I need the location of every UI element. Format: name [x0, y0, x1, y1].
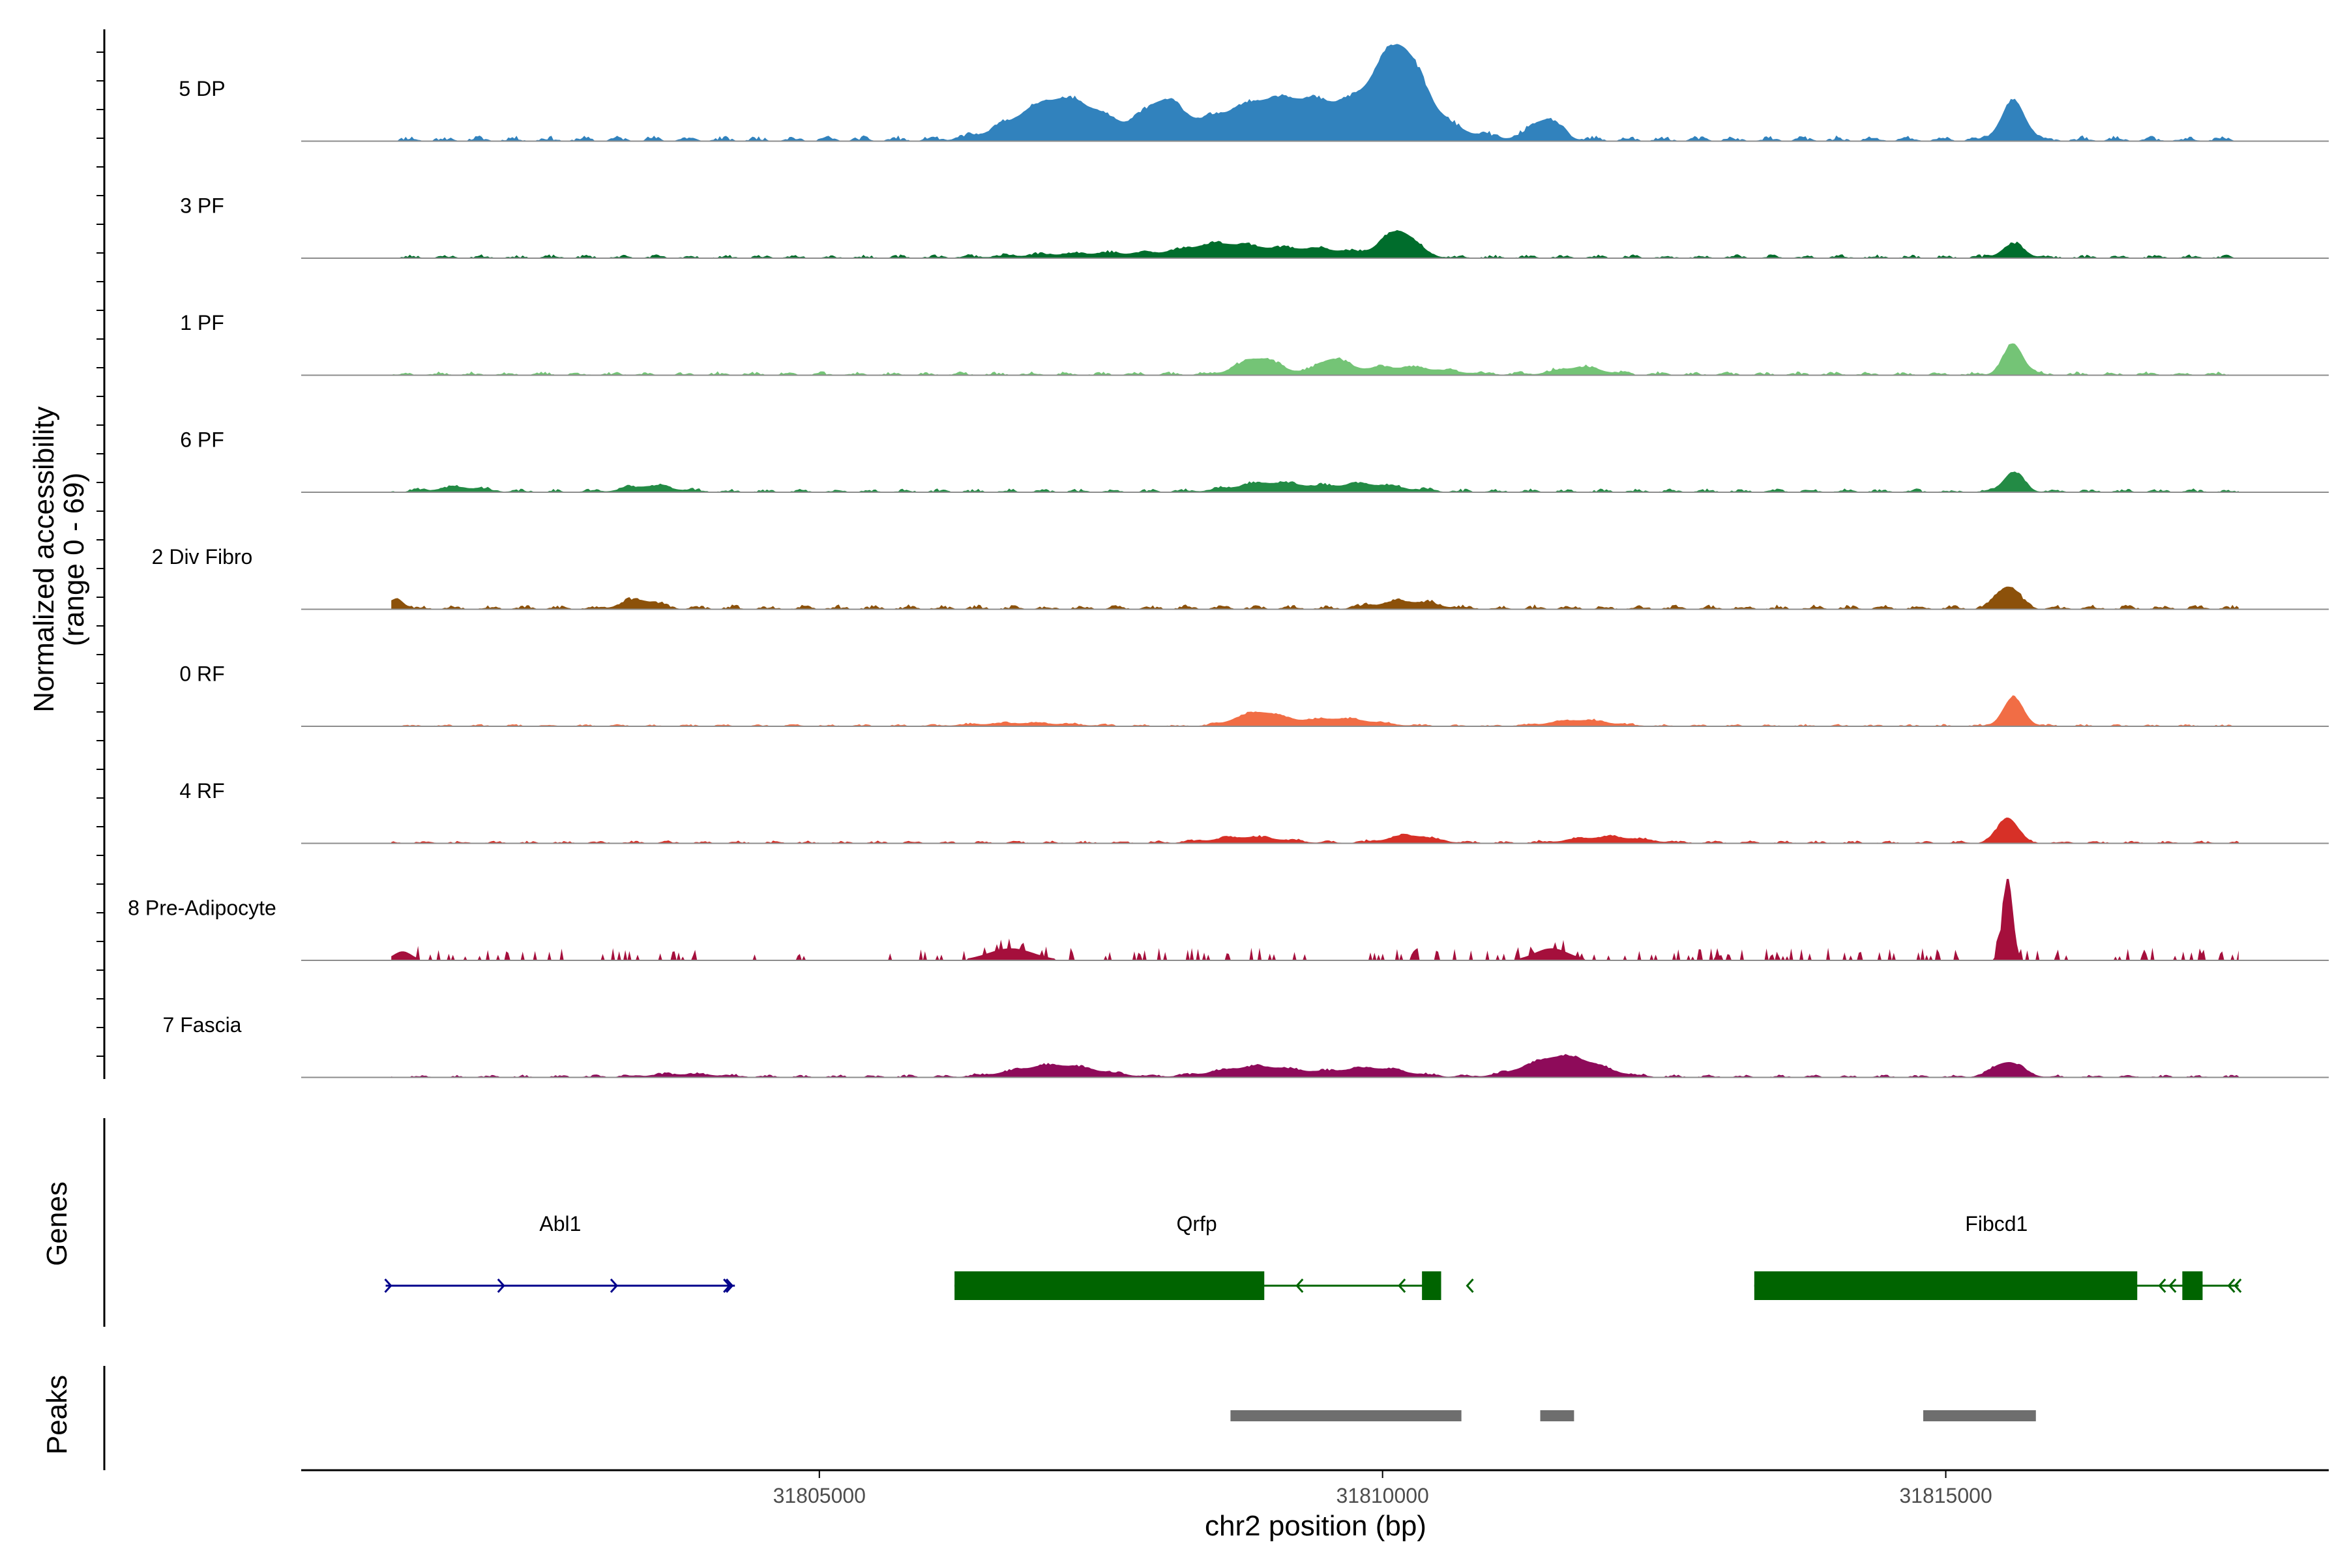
- x-tick-label: 31815000: [1899, 1484, 1992, 1507]
- strand-arrow: [384, 1278, 392, 1294]
- track-4-rf: 4 RF: [179, 779, 2329, 844]
- gene-fibcd1: Fibcd1: [1754, 1212, 2242, 1300]
- strand-arrow: [2234, 1278, 2242, 1294]
- strand-arrow: [723, 1278, 731, 1294]
- track-label: 8 Pre-Adipocyte: [128, 896, 276, 920]
- track-8-pre-adipocyte: 8 Pre-Adipocyte: [128, 879, 2329, 961]
- strand-arrow: [726, 1278, 734, 1294]
- gene-abl1: Abl1: [384, 1212, 735, 1294]
- strand-arrow: [610, 1278, 619, 1294]
- track-1-pf: 1 PF: [180, 311, 2329, 376]
- track-label: 5 DP: [179, 77, 225, 100]
- track-label: 2 Div Fibro: [152, 545, 253, 569]
- track-3-pf: 3 PF: [180, 194, 2329, 259]
- track-label: 1 PF: [180, 311, 224, 334]
- y-axis-title-line1: Normalized accessibility: [28, 406, 60, 712]
- track-0-rf: 0 RF: [179, 662, 2329, 727]
- gene-label: Abl1: [539, 1212, 581, 1235]
- peak-region: [1540, 1410, 1574, 1421]
- peaks-axis-title: Peaks: [41, 1375, 73, 1455]
- strand-arrow: [1466, 1278, 1474, 1294]
- genes-axis-title: Genes: [41, 1181, 73, 1266]
- coverage-area: [391, 586, 2239, 610]
- track-label: 6 PF: [180, 428, 224, 452]
- peak-region: [1230, 1410, 1462, 1421]
- y-axis-title-line2: (range 0 - 69): [58, 473, 90, 647]
- gene-exon: [1754, 1271, 2138, 1300]
- x-axis-layer: 31805000 31810000 31815000: [301, 1469, 2329, 1507]
- strand-arrow: [2227, 1278, 2236, 1294]
- track-2-div-fibro: 2 Div Fibro: [152, 545, 2329, 610]
- gene-label: Qrfp: [1176, 1212, 1217, 1235]
- gene-exon: [954, 1271, 1265, 1300]
- tracks-layer: 5 DP 3 PF 1 PF 6 PF 2 Div Fibro 0 RF 4 RF 8 Pre…: [128, 44, 2329, 1078]
- track-label: 3 PF: [180, 194, 224, 218]
- strand-arrow: [497, 1278, 505, 1294]
- gene-exon: [2182, 1271, 2203, 1300]
- strand-arrow: [1295, 1278, 1304, 1294]
- x-tick-label: 31805000: [773, 1484, 866, 1507]
- track-label: 7 Fascia: [163, 1013, 242, 1037]
- track-5-dp: 5 DP: [179, 44, 2329, 142]
- coverage-area: [391, 44, 2239, 141]
- coverage-area: [391, 343, 2239, 376]
- gene-exon: [1422, 1271, 1441, 1300]
- coverage-area: [391, 1054, 2239, 1078]
- coverage-area: [391, 695, 2239, 726]
- strand-arrow: [2158, 1278, 2166, 1294]
- strand-arrow: [1398, 1278, 1406, 1294]
- gene-qrfp: Qrfp: [954, 1212, 1474, 1300]
- x-axis-title: chr2 position (bp): [1205, 1510, 1426, 1542]
- track-label: 0 RF: [179, 662, 224, 686]
- coverage-area: [391, 229, 2239, 258]
- strand-arrow: [2168, 1278, 2177, 1294]
- genes-layer: Abl1 Qrfp Fibcd1: [384, 1212, 2242, 1300]
- track-6-pf: 6 PF: [180, 428, 2329, 493]
- peak-region: [1923, 1410, 2036, 1421]
- left-axis-layer: [96, 29, 106, 1470]
- track-7-fascia: 7 Fascia: [163, 1013, 2329, 1078]
- peaks-layer: [1230, 1410, 2036, 1421]
- x-tick-label: 31810000: [1336, 1484, 1428, 1507]
- gene-label: Fibcd1: [1965, 1212, 2028, 1235]
- coverage-area: [391, 471, 2239, 492]
- track-label: 4 RF: [179, 779, 224, 803]
